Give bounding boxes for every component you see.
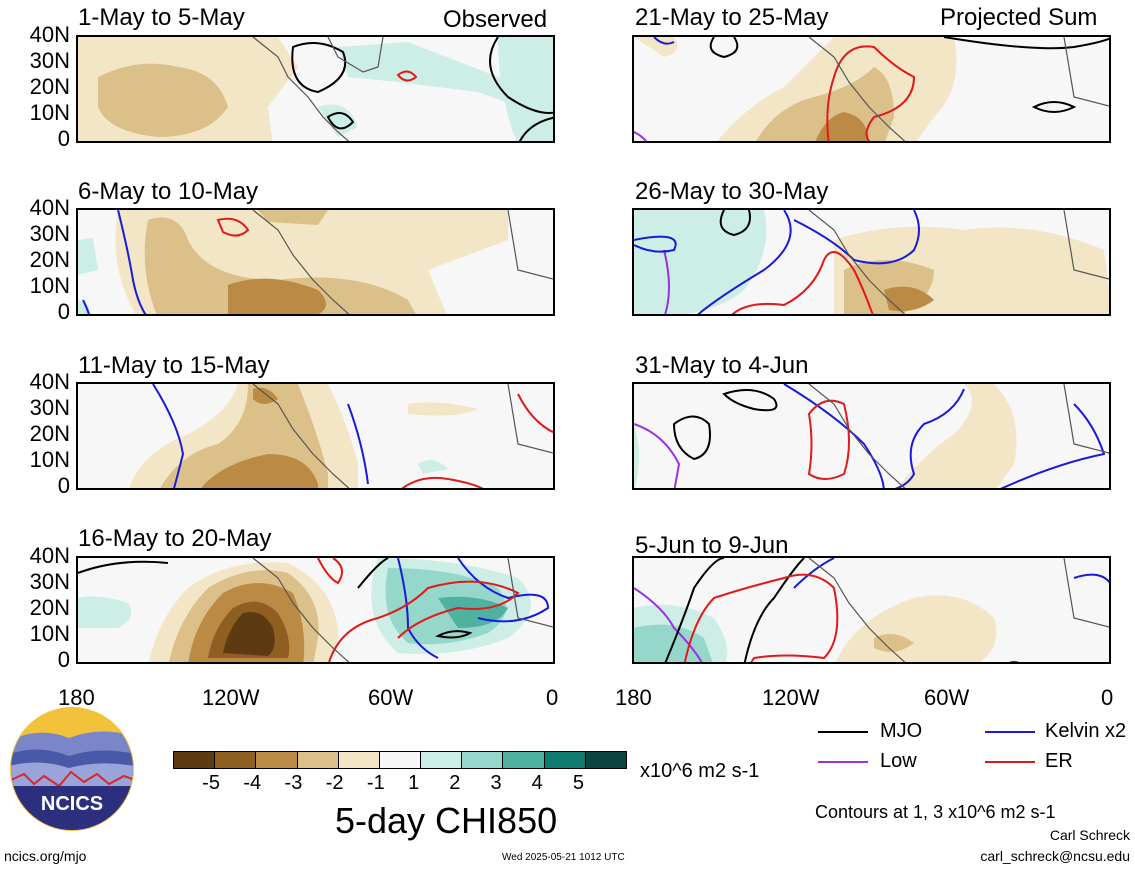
x-tick-label: 60W (924, 685, 970, 710)
y-tick-label: 40N (29, 543, 70, 568)
footer-link[interactable]: ncics.org/mjo (4, 848, 87, 864)
kelvin-line-key (985, 731, 1035, 733)
x-tick-label: 60W (368, 685, 414, 710)
x-tick-label: 120W (762, 685, 820, 710)
x-tick-label: 0 (1101, 685, 1114, 710)
panel-title: 21-May to 25-May (635, 4, 829, 31)
legend-swatch (461, 751, 504, 769)
legend-swatch (543, 751, 586, 769)
legend-tick-label: -3 (284, 772, 303, 794)
map-panel (76, 35, 555, 143)
panel-title: 26-May to 30-May (635, 178, 829, 205)
panel-tag: Projected Sum (940, 4, 1098, 31)
map-panel (76, 208, 555, 316)
panel-title: 1-May to 5-May (78, 4, 245, 31)
map-panel (76, 556, 555, 664)
y-tick-label: 0 (57, 473, 70, 498)
y-tick-label: 30N (29, 221, 70, 246)
y-tick-label: 40N (29, 195, 70, 220)
x-tick-label: 180 (615, 685, 652, 710)
legend-tick-label: 4 (531, 772, 543, 794)
legend-tick-label: -5 (202, 772, 220, 794)
legend-swatch (584, 751, 627, 769)
y-tick-label: 10N (29, 273, 70, 298)
chi850-field (634, 37, 1109, 141)
mjo-line-key (818, 731, 868, 733)
ncics-logo: NCICS (9, 706, 135, 832)
y-tick-label: 20N (29, 74, 70, 99)
y-tick-label: 30N (29, 48, 70, 73)
legend-tick-label: 2 (449, 772, 461, 794)
panel-title: 5-Jun to 9-Jun (635, 532, 789, 559)
key-label: MJO (880, 720, 923, 742)
legend-swatch (296, 751, 339, 769)
er-line-key (985, 761, 1035, 763)
panel-title: 31-May to 4-Jun (635, 352, 809, 379)
chi850-field (634, 210, 1109, 314)
chi850-field (78, 37, 553, 141)
map-panel (632, 35, 1111, 143)
map-panel (632, 208, 1111, 316)
contour-note: Contours at 1, 3 x10^6 m2 s-1 (815, 802, 1056, 822)
legend-tick-label: 1 (408, 772, 420, 794)
timestamp: Wed 2025-05-21 1012 UTC (502, 852, 625, 863)
chi850-field (78, 558, 553, 662)
legend-swatch (502, 751, 545, 769)
chi850-field (78, 210, 553, 314)
y-tick-label: 20N (29, 595, 70, 620)
panel-tag: Observed (443, 6, 548, 33)
y-tick-label: 0 (57, 647, 70, 672)
y-tick-label: 0 (57, 299, 70, 324)
legend-swatch (420, 751, 463, 769)
legend-tick-label: 3 (490, 772, 502, 794)
legend-swatch (378, 751, 422, 769)
legend-units: x10^6 m2 s-1 (640, 760, 760, 782)
map-panel (632, 382, 1111, 490)
x-tick-label: 120W (202, 685, 260, 710)
x-tick-label: 180 (58, 685, 95, 710)
panel-title: 16-May to 20-May (78, 525, 272, 552)
map-panel (632, 556, 1111, 664)
legend-swatch (337, 751, 380, 769)
y-tick-label: 10N (29, 100, 70, 125)
legend-tick-label: -1 (366, 772, 385, 794)
legend-swatch (255, 751, 298, 769)
legend-tick-label: -2 (325, 772, 344, 794)
chi850-field (634, 384, 1109, 488)
panel-title: 6-May to 10-May (78, 178, 259, 205)
key-label: Low (880, 750, 917, 772)
y-tick-label: 40N (29, 22, 70, 47)
color-legend-bar (173, 751, 627, 769)
legend-swatch (173, 751, 216, 769)
y-tick-label: 20N (29, 247, 70, 272)
y-tick-label: 40N (29, 369, 70, 394)
key-label: Kelvin x2 (1045, 720, 1127, 742)
panel-title: 11-May to 15-May (78, 352, 270, 379)
logo-text: NCICS (41, 793, 103, 815)
y-tick-label: 10N (29, 621, 70, 646)
y-tick-label: 0 (57, 126, 70, 151)
figure-title: 5-day CHI850 (335, 800, 558, 841)
map-panel (76, 382, 555, 490)
author: Carl Schreck (1049, 827, 1130, 843)
author-email[interactable]: carl_schreck@ncsu.edu (980, 848, 1130, 864)
y-tick-label: 10N (29, 447, 70, 472)
legend-tick-label: -4 (243, 772, 262, 794)
legend-swatch (214, 751, 257, 769)
chi850-field (634, 558, 1109, 662)
y-tick-label: 30N (29, 395, 70, 420)
y-tick-label: 20N (29, 421, 70, 446)
legend-tick-label: 5 (572, 772, 584, 794)
key-label: ER (1045, 750, 1073, 772)
y-tick-label: 30N (29, 569, 70, 594)
low-line-key (818, 761, 868, 763)
chi850-field (78, 384, 553, 488)
x-tick-label: 0 (546, 685, 559, 710)
